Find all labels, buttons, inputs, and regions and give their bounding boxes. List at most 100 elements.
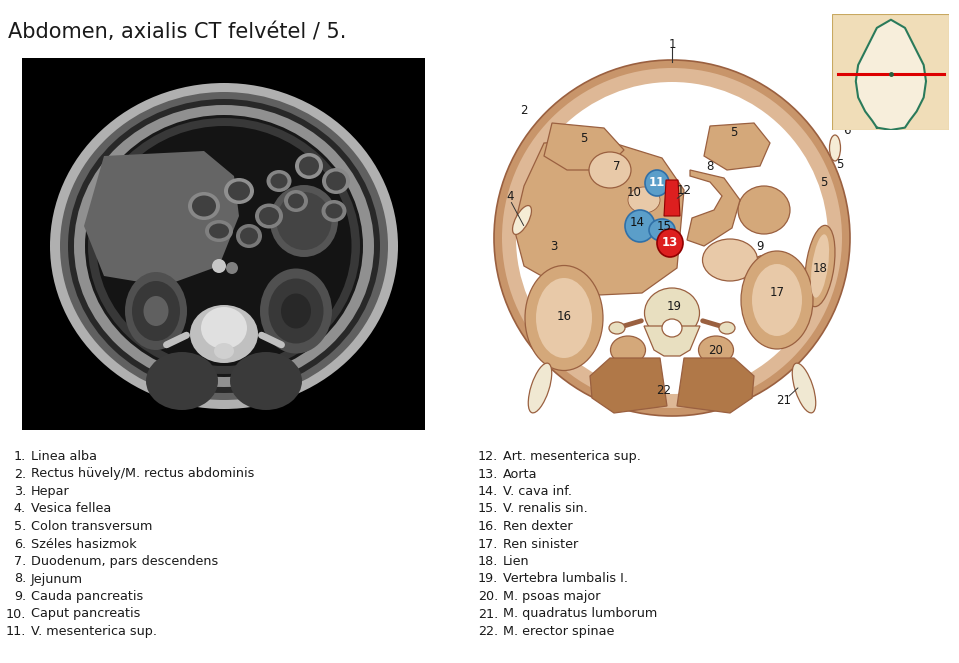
Text: 5: 5 [820,176,828,190]
Polygon shape [590,358,667,413]
Text: Linea alba: Linea alba [31,450,97,463]
Text: 5: 5 [580,131,588,145]
Ellipse shape [703,239,758,281]
Text: Széles hasizmok: Széles hasizmok [31,538,136,550]
Text: Vesica fellea: Vesica fellea [31,503,111,516]
Ellipse shape [224,178,254,204]
Ellipse shape [132,281,180,341]
Text: 10: 10 [626,186,642,200]
Text: 19.: 19. [478,572,498,585]
Ellipse shape [589,152,631,188]
Text: 15.: 15. [478,503,498,516]
Ellipse shape [516,82,828,394]
Text: Vertebra lumbalis I.: Vertebra lumbalis I. [503,572,628,585]
Text: 11.: 11. [6,625,26,638]
Ellipse shape [325,204,342,219]
Ellipse shape [295,153,323,179]
Ellipse shape [236,224,262,248]
Text: V. mesenterica sup.: V. mesenterica sup. [31,625,157,638]
Ellipse shape [662,319,682,337]
Text: 2.: 2. [13,467,26,481]
Ellipse shape [201,307,247,349]
Text: 6.: 6. [13,538,26,550]
Text: 4.: 4. [13,503,26,516]
Text: M. quadratus lumborum: M. quadratus lumborum [503,607,657,621]
Ellipse shape [288,194,304,208]
Text: 12.: 12. [478,450,498,463]
Polygon shape [514,140,684,296]
Ellipse shape [536,278,592,358]
Ellipse shape [649,219,675,241]
FancyArrowPatch shape [703,321,724,328]
Ellipse shape [276,192,332,250]
Ellipse shape [752,264,802,336]
Ellipse shape [512,206,531,235]
Ellipse shape [738,186,790,234]
Text: 17.: 17. [478,538,498,550]
Ellipse shape [125,272,187,350]
Text: 17: 17 [769,286,784,300]
Polygon shape [664,180,680,216]
Ellipse shape [260,269,332,353]
Text: 3.: 3. [13,485,26,498]
Polygon shape [677,358,754,413]
Text: 11: 11 [649,176,666,190]
FancyArrowPatch shape [262,335,282,345]
Ellipse shape [326,172,346,190]
Ellipse shape [85,115,363,377]
Text: V. renalis sin.: V. renalis sin. [503,503,588,516]
Text: 5: 5 [836,158,844,170]
Text: Duodenum, pars descendens: Duodenum, pars descendens [31,555,219,568]
Text: 10.: 10. [6,607,26,621]
Ellipse shape [625,210,655,242]
Text: 20: 20 [709,343,723,357]
Ellipse shape [205,220,233,242]
Text: 2: 2 [520,103,527,117]
Text: 12: 12 [676,184,691,196]
Text: 16.: 16. [478,520,498,533]
Text: 9.: 9. [13,590,26,603]
Text: 19: 19 [667,300,682,312]
Ellipse shape [267,170,292,192]
Ellipse shape [811,234,830,298]
Ellipse shape [259,207,279,225]
Ellipse shape [68,99,380,393]
Text: 8.: 8. [13,572,26,585]
Text: 5.: 5. [13,520,26,533]
Text: Jejunum: Jejunum [31,572,83,585]
Ellipse shape [190,305,258,363]
Ellipse shape [214,343,234,359]
Text: 20.: 20. [478,590,498,603]
Text: 14: 14 [629,217,644,229]
Polygon shape [687,170,740,246]
Text: Hepar: Hepar [31,485,70,498]
Ellipse shape [269,278,323,343]
Text: 8: 8 [707,160,713,172]
Ellipse shape [230,352,302,410]
Text: Colon transversum: Colon transversum [31,520,152,533]
Ellipse shape [255,204,283,229]
Ellipse shape [645,170,669,196]
Text: 1.: 1. [13,450,26,463]
Text: 4: 4 [506,190,514,202]
Ellipse shape [719,322,735,334]
Text: Aorta: Aorta [503,467,537,481]
FancyArrowPatch shape [167,335,186,345]
Ellipse shape [502,68,842,408]
Ellipse shape [144,296,169,326]
Ellipse shape [146,352,218,410]
Polygon shape [704,123,770,170]
Text: 13.: 13. [478,467,498,481]
Polygon shape [544,123,624,170]
Ellipse shape [322,168,350,194]
Ellipse shape [240,227,258,245]
Ellipse shape [50,83,398,409]
Text: Caput pancreatis: Caput pancreatis [31,607,140,621]
Text: V. cava inf.: V. cava inf. [503,485,572,498]
Text: 6: 6 [843,123,851,137]
Text: M. psoas major: M. psoas major [503,590,600,603]
Text: 18: 18 [812,261,828,274]
FancyArrowPatch shape [620,321,642,328]
Ellipse shape [321,200,346,222]
Ellipse shape [192,196,216,217]
